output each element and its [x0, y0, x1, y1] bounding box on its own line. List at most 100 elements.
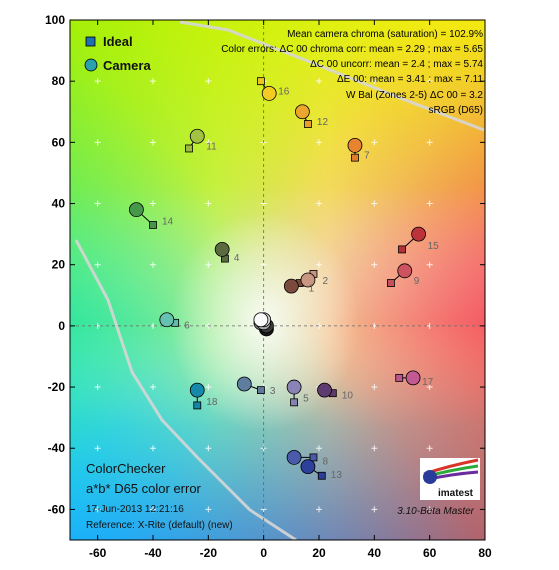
footer-date: 17-Jun-2013 12:21:16 — [86, 504, 184, 515]
point-label: 10 — [342, 391, 354, 402]
ideal-point — [256, 77, 265, 86]
footer-title2: a*b* D65 color error — [86, 481, 202, 496]
annotation-colorspace: sRGB (D65) — [429, 105, 483, 116]
annotation-wbal: W Bal (Zones 2-5) ΔC 00 = 3.2 — [346, 90, 483, 101]
points — [128, 77, 427, 480]
legend: Ideal Camera — [84, 34, 151, 73]
camera-point — [261, 86, 277, 101]
plot-background — [70, 20, 485, 540]
camera-point — [236, 376, 252, 392]
point-label: 2 — [322, 276, 328, 287]
y-tick-label: -60 — [48, 502, 66, 516]
grid-cross — [150, 200, 156, 207]
ideal-point — [317, 471, 326, 480]
ideal-point — [387, 279, 395, 287]
point-label: 9 — [414, 276, 420, 287]
x-axis: -60 -40 -20 0 20 40 60 80 — [89, 20, 492, 560]
imatest-logo: imatest — [420, 458, 480, 500]
grid-cross — [94, 261, 101, 268]
point-label: 4 — [234, 253, 240, 264]
camera-point — [286, 450, 302, 465]
grid-cross — [316, 261, 322, 268]
y-tick-label: -40 — [48, 441, 66, 455]
grid-cross — [426, 384, 433, 391]
ideal-point — [304, 120, 312, 128]
grid-cross — [94, 200, 101, 207]
ideal-point — [398, 245, 406, 254]
camera-point — [159, 312, 175, 328]
grid-cross — [205, 78, 212, 85]
grid-cross — [205, 261, 212, 268]
ideal-point — [256, 386, 265, 395]
grid-cross — [205, 139, 212, 146]
camera-point — [405, 370, 421, 386]
point-label: 3 — [270, 386, 276, 397]
camera-point — [189, 382, 205, 398]
grid-cross — [426, 78, 433, 85]
camera-point — [347, 138, 363, 153]
camera-point — [300, 272, 316, 288]
y-axis: 100 80 60 40 20 0 -20 -40 -60 — [45, 13, 485, 516]
grid-cross — [94, 506, 101, 513]
grid-cross — [94, 139, 101, 146]
ideal-point — [290, 398, 299, 407]
camera-point — [300, 459, 316, 474]
camera-point — [411, 226, 427, 242]
grid-cross — [150, 139, 156, 146]
ideal-point — [185, 144, 193, 153]
annotations: Mean camera chroma (saturation) = 102.9%… — [221, 29, 483, 116]
grid-cross — [94, 445, 101, 452]
footer-reference: Reference: X-Rite (default) (new) — [86, 520, 233, 531]
grid-cross — [371, 200, 378, 207]
y-tick-label: 20 — [52, 258, 66, 272]
y-tick-label: 40 — [52, 197, 66, 211]
ideal-point — [309, 453, 318, 462]
x-tick-label: -60 — [89, 546, 107, 560]
point-label: 6 — [184, 320, 190, 331]
point-label: 7 — [364, 151, 370, 162]
annotation-de00: ΔE 00: mean = 3.41 ; max = 7.11 — [337, 74, 483, 85]
grid-cross — [316, 139, 322, 146]
grid-cross — [316, 506, 322, 513]
grid-cross — [371, 78, 378, 85]
annotation-dc00-uncorr: ΔC 00 uncorr: mean = 2.4 ; max = 5.74 — [310, 59, 483, 70]
camera-point — [128, 202, 144, 218]
x-tick-label: 20 — [312, 546, 326, 560]
plot-frame — [69, 19, 486, 541]
point-label: 18 — [206, 397, 218, 408]
grid-cross — [150, 261, 156, 268]
grid-cross — [371, 506, 378, 513]
footer: ColorChecker a*b* D65 color error 17-Jun… — [86, 461, 475, 531]
grid-cross — [150, 384, 156, 391]
grid-cross — [205, 506, 212, 513]
grid-cross — [205, 200, 212, 207]
point-label: 12 — [317, 117, 329, 128]
point-label: 14 — [162, 216, 174, 227]
y-tick-label: 0 — [58, 319, 65, 333]
grid-cross — [150, 78, 156, 85]
grid-cross — [316, 445, 322, 452]
point-label: 13 — [331, 470, 343, 481]
grid-cross — [426, 506, 433, 513]
footer-version: 3.10-Beta Master — [397, 506, 474, 517]
camera-point — [397, 263, 413, 279]
camera-point — [283, 278, 299, 294]
point-label: 1 — [309, 284, 315, 295]
grid-cross — [371, 139, 378, 146]
grid-cross — [426, 139, 433, 146]
grid-cross — [205, 445, 212, 452]
point-label: 16 — [278, 86, 290, 97]
legend-ideal-marker — [85, 36, 96, 47]
point-label: 17 — [422, 377, 434, 388]
x-tick-label: 80 — [478, 546, 492, 560]
camera-point — [253, 312, 269, 328]
y-tick-label: 60 — [52, 135, 66, 149]
footer-title1: ColorChecker — [86, 461, 166, 476]
ideal-point — [193, 401, 202, 410]
gamut-boundary — [74, 20, 485, 540]
annotation-dc00-corr: Color errors: ΔC 00 chroma corr: mean = … — [221, 44, 483, 55]
legend-camera-marker — [84, 58, 98, 72]
point-label: 11 — [206, 141, 217, 152]
logo-text: imatest — [438, 488, 474, 499]
